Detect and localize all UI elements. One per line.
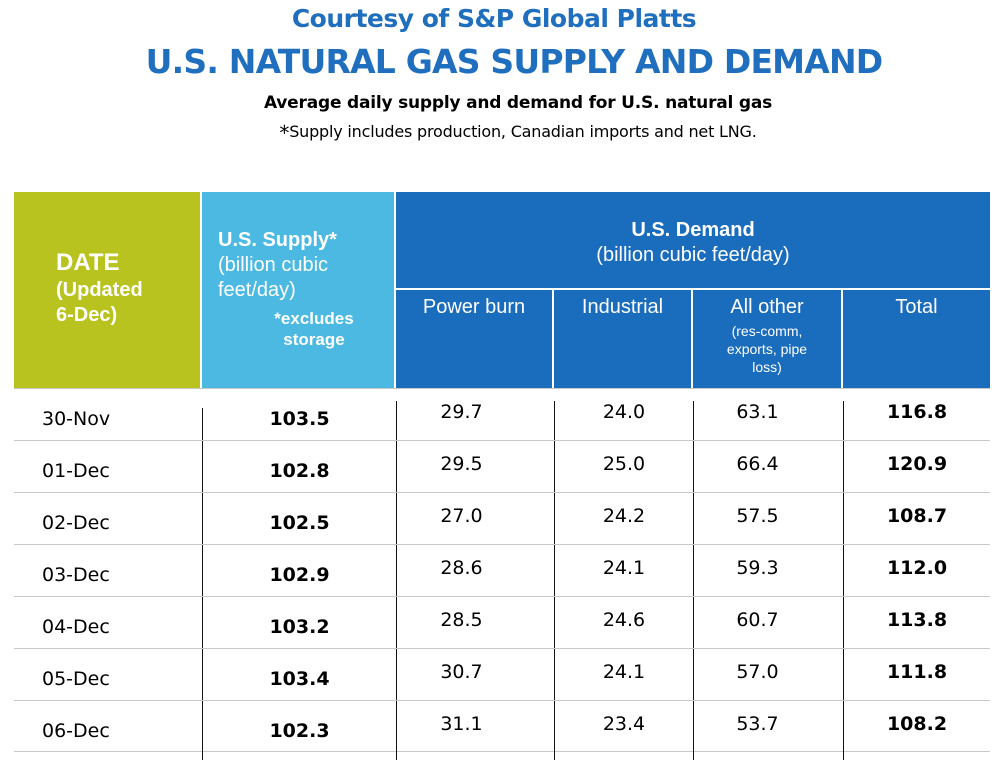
header-all-other-sub-1: (res-comm,: [731, 323, 803, 339]
header-supply-note-1: *excludes: [274, 309, 354, 328]
cell-total: 112.0: [843, 557, 990, 609]
header-date: DATE (Updated 6-Dec): [14, 192, 200, 388]
supply-footnote: *Supply includes production, Canadian im…: [14, 121, 1008, 145]
cell-power-burn: 28.5: [396, 609, 554, 661]
header-supply-note-2: storage: [283, 330, 345, 349]
cell-total: 108.7: [843, 505, 990, 557]
cell-date: 01-Dec: [42, 460, 110, 482]
cell-industrial: 24.1: [554, 661, 693, 713]
cell-industrial: 24.2: [554, 505, 693, 557]
supply-demand-table: DATE (Updated 6-Dec) U.S. Supply* (billi…: [14, 192, 990, 760]
cell-total: 113.8: [843, 609, 990, 661]
cell-all-other: 53.7: [693, 713, 843, 760]
header-supply-unit-2: feet/day): [218, 279, 296, 301]
cell-power-burn: 31.1: [396, 713, 554, 760]
header-supply: U.S. Supply* (billion cubic feet/day) *e…: [202, 192, 394, 388]
cell-industrial: 24.6: [554, 609, 693, 661]
footnote-text: Supply includes production, Canadian imp…: [289, 122, 757, 141]
courtesy-line: Courtesy of S&P Global Platts: [291, 4, 697, 33]
cell-all-other: 60.7: [693, 609, 843, 661]
header-power-burn-label: Power burn: [422, 296, 526, 318]
cell-power-burn: 30.7: [396, 661, 554, 713]
cell-date: 04-Dec: [42, 616, 110, 638]
cell-supply: 103.5: [202, 408, 396, 460]
subtitle: Average daily supply and demand for U.S.…: [263, 93, 773, 113]
cell-supply: 102.3: [202, 720, 396, 760]
cell-date: 05-Dec: [42, 668, 110, 690]
cell-industrial: 23.4: [554, 713, 693, 760]
header-date-label: DATE: [56, 249, 120, 276]
cell-total: 108.2: [843, 713, 990, 760]
page-title: U.S. NATURAL GAS SUPPLY AND DEMAND: [145, 42, 884, 81]
table-row: 02-Dec 102.5 27.0 24.2 57.5 108.7: [14, 492, 990, 564]
footnote-star: *: [279, 121, 290, 145]
table-row: 03-Dec 102.9 28.6 24.1 59.3 112.0: [14, 544, 990, 616]
cell-supply: 103.4: [202, 668, 396, 720]
header-all-other: All other (res-comm, exports, pipe loss): [693, 290, 841, 388]
cell-industrial: 24.1: [554, 557, 693, 609]
cell-power-burn: 28.6: [396, 557, 554, 609]
table-row: 05-Dec 103.4 30.7 24.1 57.0 111.8: [14, 648, 990, 720]
cell-all-other: 57.5: [693, 505, 843, 557]
cell-all-other: 57.0: [693, 661, 843, 713]
table-row: 30-Nov 103.5 29.7 24.0 63.1 116.8: [14, 388, 990, 460]
cell-supply: 102.5: [202, 512, 396, 564]
cell-power-burn: 27.0: [396, 505, 554, 557]
header-demand-unit: (billion cubic feet/day): [596, 244, 790, 266]
table-row: 06-Dec 102.3 31.1 23.4 53.7 108.2: [14, 700, 990, 760]
cell-date: 30-Nov: [42, 408, 111, 430]
header-date-updated: (Updated: [56, 279, 143, 301]
table-row: 04-Dec 103.2 28.5 24.6 60.7 113.8: [14, 596, 990, 668]
cell-all-other: 59.3: [693, 557, 843, 609]
cell-industrial: 24.0: [554, 401, 693, 453]
cell-total: 120.9: [843, 453, 990, 505]
cell-supply: 102.9: [202, 564, 396, 616]
cell-supply: 103.2: [202, 616, 396, 668]
header-all-other-label: All other: [730, 296, 804, 318]
cell-all-other: 63.1: [693, 401, 843, 453]
cell-date: 02-Dec: [42, 512, 110, 534]
header-power-burn: Power burn: [396, 290, 552, 388]
cell-total: 111.8: [843, 661, 990, 713]
header-all-other-sub-2: exports, pipe: [726, 341, 808, 357]
cell-all-other: 66.4: [693, 453, 843, 505]
header-demand: U.S. Demand (billion cubic feet/day): [396, 192, 990, 288]
cell-total: 116.8: [843, 401, 990, 453]
header-total: Total: [843, 290, 990, 388]
header-date-updated-date: 6-Dec): [56, 304, 118, 326]
header-industrial: Industrial: [554, 290, 691, 388]
cell-date: 03-Dec: [42, 564, 110, 586]
cell-supply: 102.8: [202, 460, 396, 512]
cell-power-burn: 29.5: [396, 453, 554, 505]
table-body: 30-Nov 103.5 29.7 24.0 63.1 116.8 01-Dec…: [14, 388, 990, 760]
header-total-label: Total: [895, 296, 938, 318]
header-supply-unit-1: (billion cubic: [218, 254, 329, 276]
header-supply-label: U.S. Supply*: [218, 229, 337, 251]
header-industrial-label: Industrial: [581, 296, 664, 318]
cell-power-burn: 29.7: [396, 401, 554, 453]
table-row: 01-Dec 102.8 29.5 25.0 66.4 120.9: [14, 440, 990, 512]
header-demand-label: U.S. Demand: [631, 219, 755, 241]
cell-industrial: 25.0: [554, 453, 693, 505]
header-all-other-sub-3: loss): [752, 359, 782, 375]
cell-date: 06-Dec: [42, 720, 110, 742]
